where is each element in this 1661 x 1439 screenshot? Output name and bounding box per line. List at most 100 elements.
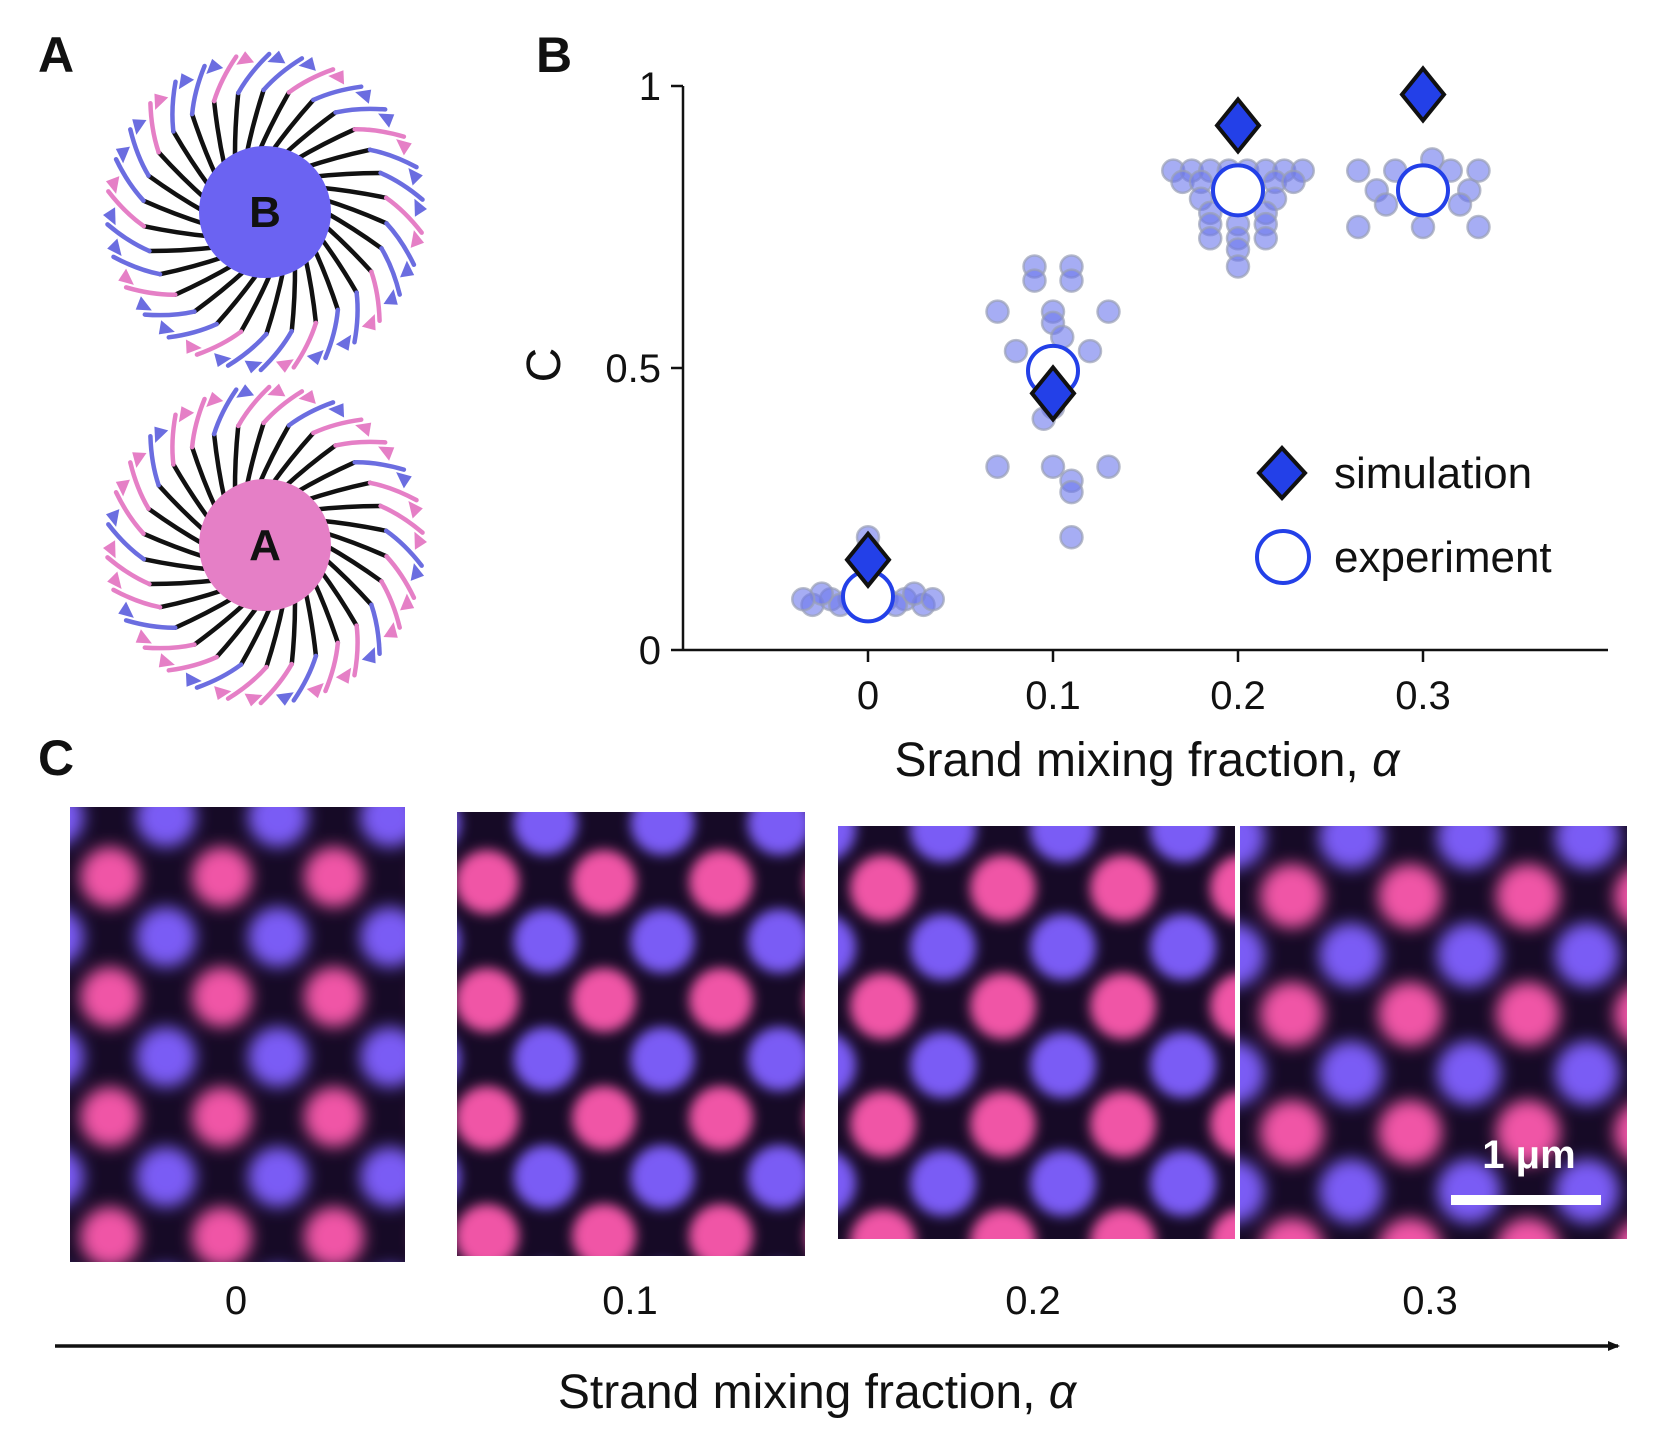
measurement-dot xyxy=(1096,299,1121,324)
strand-arrowhead xyxy=(306,683,324,699)
blue-particle xyxy=(1240,1041,1265,1105)
scale-bar-label: 1 μm xyxy=(1482,1133,1575,1177)
strand-tip xyxy=(286,400,336,428)
blue-particle xyxy=(136,1387,196,1439)
particle-a-label: A xyxy=(249,521,281,570)
pink-particle xyxy=(457,1204,519,1256)
strand-arrowhead xyxy=(178,73,195,90)
strand-arrowhead xyxy=(267,50,286,64)
strand-arrowhead xyxy=(206,58,224,74)
measurement-dot xyxy=(920,586,945,612)
strand-arrowhead xyxy=(185,339,202,354)
blue-particle xyxy=(630,812,695,855)
strand-arrowhead xyxy=(178,406,195,423)
bottom-axis-title-symbol: α xyxy=(1049,1366,1078,1419)
pink-particle xyxy=(752,727,812,787)
strand-arrowhead xyxy=(244,693,263,707)
blue-particle xyxy=(1240,1159,1265,1223)
micrograph-3 xyxy=(1240,826,1627,1439)
strand-arrowhead xyxy=(383,622,398,638)
micrograph-strip xyxy=(70,727,1661,1439)
pink-particle xyxy=(1378,982,1442,1046)
strand-arrowhead xyxy=(206,391,224,407)
blue-particle xyxy=(248,1267,308,1327)
blue-particle xyxy=(838,1035,856,1095)
blue-particle xyxy=(360,1027,405,1087)
pink-particle xyxy=(850,973,916,1039)
blue-particle xyxy=(70,911,84,963)
pink-particle xyxy=(1330,1327,1396,1393)
blue-particle xyxy=(472,1387,532,1439)
strand-tip xyxy=(105,555,152,587)
experiment-point xyxy=(1211,163,1265,218)
pink-particle xyxy=(192,847,252,907)
strand xyxy=(141,531,209,560)
strand-arrowhead xyxy=(135,629,152,644)
blue-particle xyxy=(136,907,196,967)
blue-particle xyxy=(136,1147,196,1207)
pink-particle xyxy=(806,732,870,796)
pink-particle xyxy=(1260,982,1324,1046)
pink-particle xyxy=(304,1087,364,1147)
pink-particle xyxy=(80,847,140,907)
blue-particle xyxy=(1437,923,1501,987)
strand-arrowhead xyxy=(107,571,122,590)
strand-tip xyxy=(258,328,295,373)
measurement-dot xyxy=(1077,338,1103,364)
measurement-dot xyxy=(1198,226,1223,251)
strand xyxy=(302,147,373,170)
strand-tip xyxy=(352,127,407,139)
blue-particle xyxy=(1630,914,1661,980)
experiment-point xyxy=(1396,163,1450,218)
strand-tip xyxy=(258,661,295,706)
pink-particle xyxy=(457,1086,519,1150)
blue-particle xyxy=(1319,923,1383,987)
strand-tip xyxy=(384,554,417,601)
simulation-markers xyxy=(844,65,1447,589)
x-tick-label: 0.2 xyxy=(1210,674,1266,718)
blue-particle xyxy=(1630,1032,1661,1098)
strand-tip xyxy=(291,653,319,703)
strand-tip xyxy=(211,387,239,437)
simulation-point xyxy=(1214,96,1262,155)
strand-tip xyxy=(194,662,244,690)
pink-particle xyxy=(1379,1218,1441,1239)
pink-particle xyxy=(610,737,676,803)
measurement-dot xyxy=(1466,158,1491,183)
pink-particle xyxy=(304,1207,364,1262)
blue-particle xyxy=(865,1263,929,1327)
blue-particle xyxy=(1437,1159,1501,1223)
pink-particle xyxy=(80,727,140,787)
particle-lattice xyxy=(70,727,812,1439)
pink-particle xyxy=(1378,864,1442,928)
strand-arrowhead xyxy=(400,593,415,611)
pink-particle xyxy=(80,1207,140,1262)
pink-particle xyxy=(457,968,519,1032)
micrograph-2 xyxy=(610,737,1661,1393)
blue-particle xyxy=(1099,1381,1163,1439)
blue-particle xyxy=(360,1147,405,1207)
strand-arrowhead xyxy=(361,314,376,331)
strand-arrowhead xyxy=(158,653,175,668)
strand-arrowhead xyxy=(383,289,398,305)
x-axis-ticks: 0 0.1 0.2 0.3 xyxy=(857,650,1451,718)
blue-particle xyxy=(360,907,405,967)
strand-tip xyxy=(352,460,407,472)
strand-arrowhead xyxy=(396,139,412,156)
pink-particle xyxy=(970,973,1036,1039)
strand xyxy=(238,602,274,667)
strand-tip xyxy=(323,307,341,361)
blue-particle xyxy=(1555,1159,1619,1223)
strand-tip xyxy=(369,269,382,324)
strand xyxy=(192,599,249,647)
micrograph-label-2: 0.2 xyxy=(1005,1279,1061,1323)
pink-particle xyxy=(304,967,364,1027)
blue-particle xyxy=(513,812,578,855)
pink-particle xyxy=(1260,1100,1324,1164)
blue-particle xyxy=(513,1027,578,1091)
blue-particle xyxy=(748,1263,812,1327)
simulation-point xyxy=(1399,65,1447,124)
blue-particle xyxy=(1319,1395,1383,1439)
pink-particle xyxy=(455,1322,519,1386)
pink-particle xyxy=(80,967,140,1027)
